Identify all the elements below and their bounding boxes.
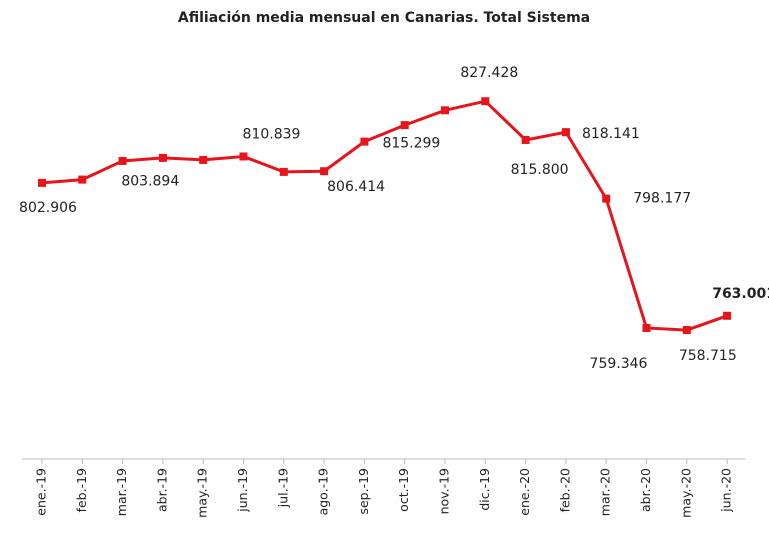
- data-label: 798.177: [633, 191, 691, 207]
- series-line: [41, 99, 728, 332]
- data-label: 758.715: [679, 348, 737, 364]
- x-tick-label: mar.-20: [598, 468, 613, 516]
- point: [320, 167, 329, 176]
- x-tick-label: sep.-19: [356, 468, 371, 515]
- x-tick-label: may.-20: [678, 468, 693, 518]
- data-label: 815.299: [382, 136, 440, 152]
- point: [521, 135, 530, 144]
- x-tick-label: jun.-19: [235, 468, 250, 513]
- x-tick-label: nov.-19: [437, 468, 452, 514]
- data-label: 763.001: [712, 286, 769, 302]
- point: [441, 106, 449, 115]
- x-tick-label: may.-19: [195, 468, 210, 518]
- x-tick-label: oct.-19: [396, 468, 411, 512]
- point: [481, 97, 490, 106]
- point: [199, 155, 208, 164]
- x-tick-label: mar.-19: [114, 468, 129, 516]
- data-label: 810.839: [243, 126, 301, 142]
- point: [360, 137, 369, 146]
- point: [279, 167, 288, 176]
- x-tick-label: feb.-20: [557, 468, 572, 512]
- x-tick-label: feb.-19: [74, 468, 89, 512]
- point: [158, 153, 167, 162]
- data-label: 803.894: [121, 174, 179, 190]
- point: [642, 323, 651, 332]
- chart-title: Afiliación media mensual en Canarias. To…: [178, 10, 590, 26]
- point: [239, 152, 248, 161]
- x-tick-label: jul.-19: [275, 468, 290, 508]
- point: [118, 156, 127, 165]
- x-tick-label: dic.-19: [477, 468, 492, 511]
- data-label: 802.906: [19, 200, 77, 216]
- data-label: 806.414: [327, 179, 385, 195]
- x-tick-label: ene.-20: [517, 468, 532, 516]
- point: [602, 194, 611, 203]
- point: [561, 128, 570, 137]
- x-tick-label: abr.-20: [638, 468, 653, 512]
- point: [38, 178, 46, 187]
- x-tick-label: jun.-20: [719, 468, 734, 513]
- x-tick-label: abr.-19: [154, 468, 169, 512]
- x-tick-label: ene.-19: [34, 468, 49, 516]
- point: [682, 326, 691, 335]
- point: [723, 311, 732, 320]
- x-tick-label: ago.-19: [316, 468, 331, 515]
- data-label: 759.346: [590, 356, 648, 372]
- data-label: 818.141: [582, 126, 640, 142]
- point: [400, 121, 409, 130]
- data-label: 815.800: [511, 162, 569, 178]
- point: [78, 175, 87, 184]
- data-label: 827.428: [460, 65, 518, 81]
